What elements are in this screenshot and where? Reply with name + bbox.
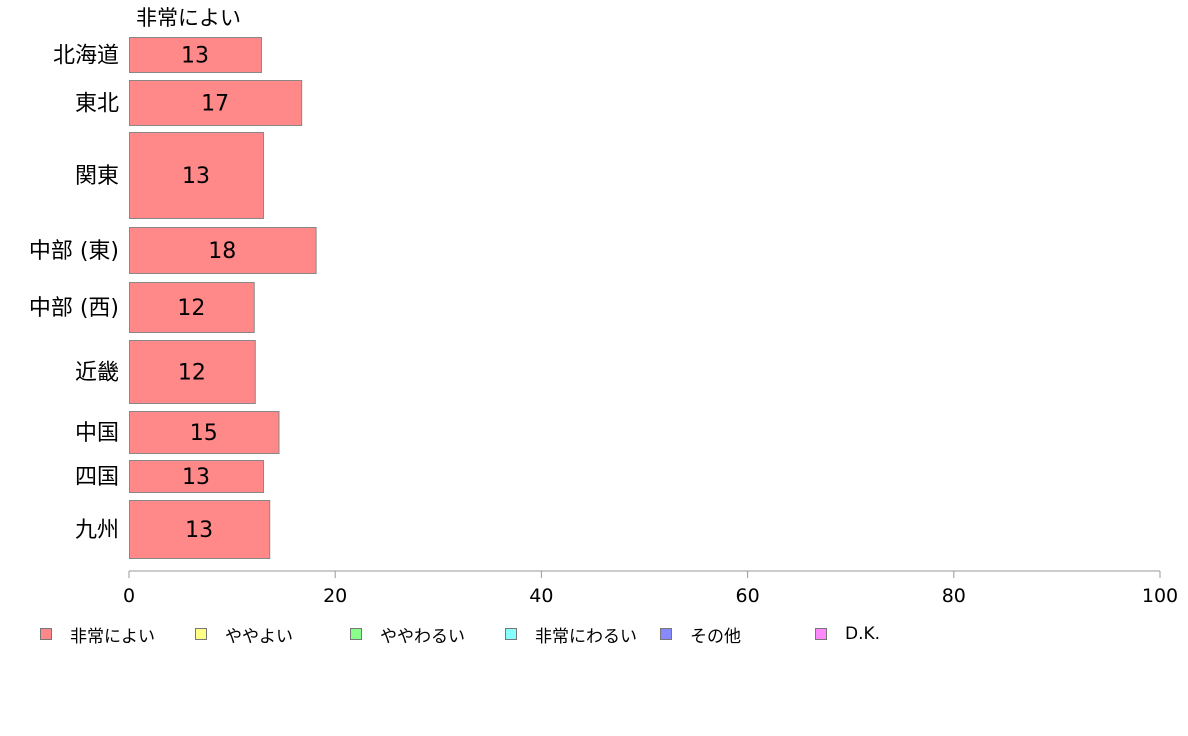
x-axis: 0 20 40 60 80 100 [123, 570, 1178, 607]
bar-kinki [129, 340, 256, 404]
bar-tohoku [129, 80, 303, 126]
bar-value-label: 13 [185, 518, 213, 543]
legend-item-other: その他 [660, 622, 741, 647]
x-tick-label: 80 [942, 585, 966, 607]
legend-label-very-bad: 非常にわるい [535, 626, 637, 647]
legend-swatch-very-good [40, 628, 52, 640]
bar-chubu-west [129, 282, 255, 333]
category-label-kyushu: 九州 [75, 518, 119, 543]
bar-chubu-east [129, 227, 317, 274]
bar-value-label: 12 [177, 296, 205, 321]
legend-item-somewhat-bad: ややわるい [350, 622, 465, 647]
bar-kyushu [129, 500, 271, 559]
legend-swatch-somewhat-good [195, 628, 207, 640]
x-tick-label: 100 [1142, 585, 1178, 607]
legend-label-very-good: 非常によい [70, 626, 155, 647]
x-tick-label: 20 [323, 585, 347, 607]
legend-label-dk: D.K. [845, 624, 881, 644]
legend-label-other: その他 [690, 626, 741, 647]
bar-hokkaido [129, 37, 262, 73]
bar-value-label: 13 [182, 465, 210, 490]
bar-value-label: 15 [190, 421, 218, 446]
x-tick-label: 0 [123, 585, 135, 607]
bar-shikoku [129, 460, 265, 493]
bars-layer: 13 北海道 17 東北 13 関東 18 中部 (東) 12 中部 (西) 12 近畿 15 中国 13 四… [29, 37, 317, 559]
bar-chugoku [129, 411, 280, 454]
category-label-tohoku: 東北 [75, 92, 119, 117]
category-label-shikoku: 四国 [75, 465, 119, 490]
legend-item-very-bad: 非常にわるい [505, 622, 637, 647]
legend-swatch-other [660, 628, 672, 640]
category-label-chubu-east: 中部 (東) [29, 239, 119, 264]
legend-swatch-very-bad [505, 628, 517, 640]
legend-label-somewhat-bad: ややわるい [380, 626, 465, 647]
x-tick-label: 60 [736, 585, 760, 607]
bar-value-label: 18 [208, 239, 236, 264]
first-series-header-label: 非常によい [136, 6, 241, 30]
category-label-hokkaido: 北海道 [53, 44, 119, 69]
legend-swatch-somewhat-bad [350, 628, 362, 640]
legend: 非常によい ややよい ややわるい 非常にわるい その他 D.K. [0, 622, 1188, 647]
bar-kanto [129, 132, 265, 219]
bar-value-label: 12 [178, 361, 206, 386]
legend-item-very-good: 非常によい [40, 622, 155, 647]
bar-value-label: 13 [181, 44, 209, 69]
bar-value-label: 13 [182, 164, 210, 189]
category-label-kinki: 近畿 [75, 361, 119, 386]
category-label-chubu-west: 中部 (西) [29, 296, 119, 321]
legend-item-somewhat-good: ややよい [195, 622, 293, 647]
legend-label-somewhat-good: ややよい [225, 626, 293, 647]
legend-swatch-dk [815, 628, 827, 640]
legend-item-dk: D.K. [815, 622, 880, 646]
x-tick-label: 40 [529, 585, 553, 607]
category-label-chugoku: 中国 [75, 421, 119, 446]
category-label-kanto: 関東 [75, 164, 119, 189]
bar-value-label: 17 [201, 92, 229, 117]
